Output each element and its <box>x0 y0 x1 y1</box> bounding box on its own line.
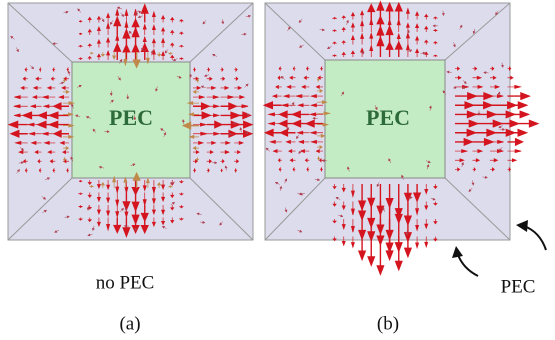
page: PEC PEC no PEC (a) (b) PEC (() => { cons… <box>0 0 555 340</box>
pointer-head <box>516 220 528 232</box>
field-arrow <box>508 93 529 99</box>
pec-label: PEC <box>109 105 153 130</box>
annotation: PEC <box>501 276 536 297</box>
pointer-arrow <box>524 226 546 250</box>
field-arrow <box>396 237 402 270</box>
caption: no PEC <box>96 272 155 293</box>
field-arrow <box>377 237 383 274</box>
panel-label: (b) <box>377 313 399 334</box>
field-arrow <box>368 237 374 265</box>
pointer-head <box>452 246 463 258</box>
figure: PEC PEC no PEC (a) (b) PEC <box>0 0 555 340</box>
pec-label: PEC <box>366 105 410 130</box>
panel-label: (a) <box>119 313 140 334</box>
